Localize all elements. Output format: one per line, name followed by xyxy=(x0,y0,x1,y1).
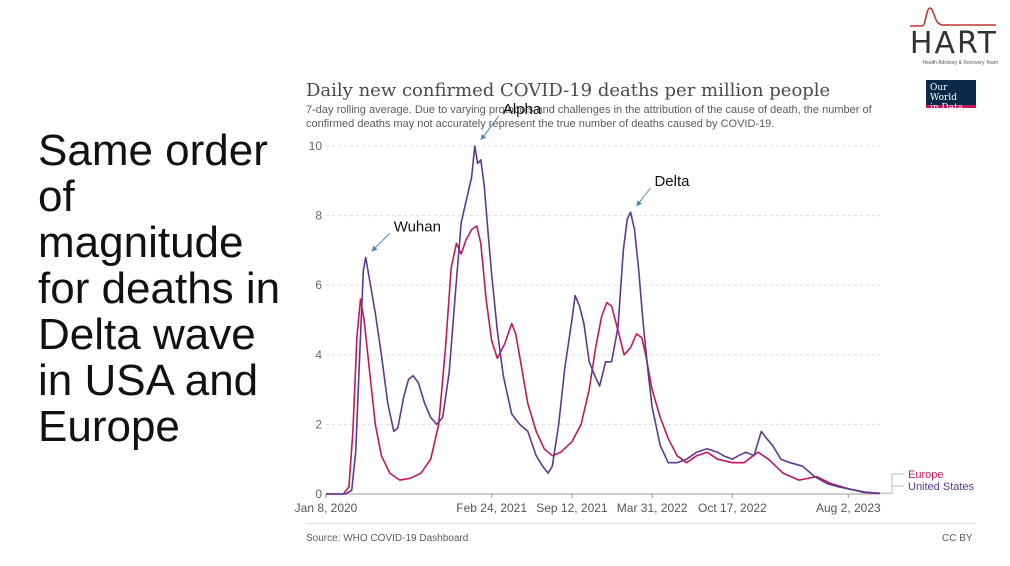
logo-tagline: Health Advisory & Recovery Team xyxy=(922,60,999,66)
footer-divider xyxy=(306,523,976,524)
y-tick-label: 6 xyxy=(315,278,322,292)
x-tick-label: Jan 8, 2020 xyxy=(295,501,358,515)
annotation-label: Alpha xyxy=(503,101,542,118)
source-note[interactable]: Source: WHO COVID-19 Dashboard xyxy=(306,533,469,544)
annotation-label: Delta xyxy=(654,173,690,190)
series-line-europe[interactable] xyxy=(326,225,881,495)
legend-connector xyxy=(880,485,904,494)
y-tick-label: 4 xyxy=(315,348,322,362)
annotation-arrowhead-icon xyxy=(480,134,487,140)
logo-name: HART xyxy=(909,26,998,61)
legend-label[interactable]: United States xyxy=(908,481,975,493)
annotations: Wuhan Alpha Delta xyxy=(371,101,690,252)
hart-logo: HART Health Advisory & Recovery Team xyxy=(908,4,999,66)
chart-subtitle: 7-day rolling average. Due to varying pr… xyxy=(306,104,872,130)
logo-wave-icon xyxy=(910,7,996,27)
x-tick-label: Sep 12, 2021 xyxy=(536,501,608,515)
x-tick-label: Oct 17, 2022 xyxy=(698,501,767,515)
y-tick-labels: 0 2 4 6 8 10 xyxy=(309,139,323,501)
x-tick-labels: Jan 8, 2020 Feb 24, 2021 Sep 12, 2021 Mar 3… xyxy=(295,494,881,515)
grid-layer xyxy=(326,145,880,495)
y-tick-label: 8 xyxy=(315,209,322,223)
slide-headline: Same order of magnitude for deaths in De… xyxy=(38,126,281,451)
y-tick-label: 2 xyxy=(315,417,322,431)
owid-badge-line1: Our World xyxy=(930,83,957,103)
series-line-united-states[interactable] xyxy=(326,145,881,495)
y-tick-label: 10 xyxy=(309,139,323,153)
y-tick-label: 0 xyxy=(315,487,322,501)
series-layer xyxy=(326,145,881,495)
x-tick-label: Feb 24, 2021 xyxy=(456,501,527,515)
owid-badge-line2: in Data xyxy=(930,103,964,113)
license-note[interactable]: CC BY xyxy=(942,533,973,544)
legend-label[interactable]: Europe xyxy=(908,469,943,481)
owid-badge[interactable]: Our World in Data xyxy=(926,80,976,113)
x-tick-label: Mar 31, 2022 xyxy=(617,501,688,515)
x-tick-label: Aug 2, 2023 xyxy=(816,501,881,515)
annotation-arrowhead-icon xyxy=(636,200,642,207)
annotation-label: Wuhan xyxy=(394,218,441,235)
chart-title: Daily new confirmed COVID-19 deaths per … xyxy=(306,80,831,101)
annotation-arrowhead-icon xyxy=(371,245,378,252)
